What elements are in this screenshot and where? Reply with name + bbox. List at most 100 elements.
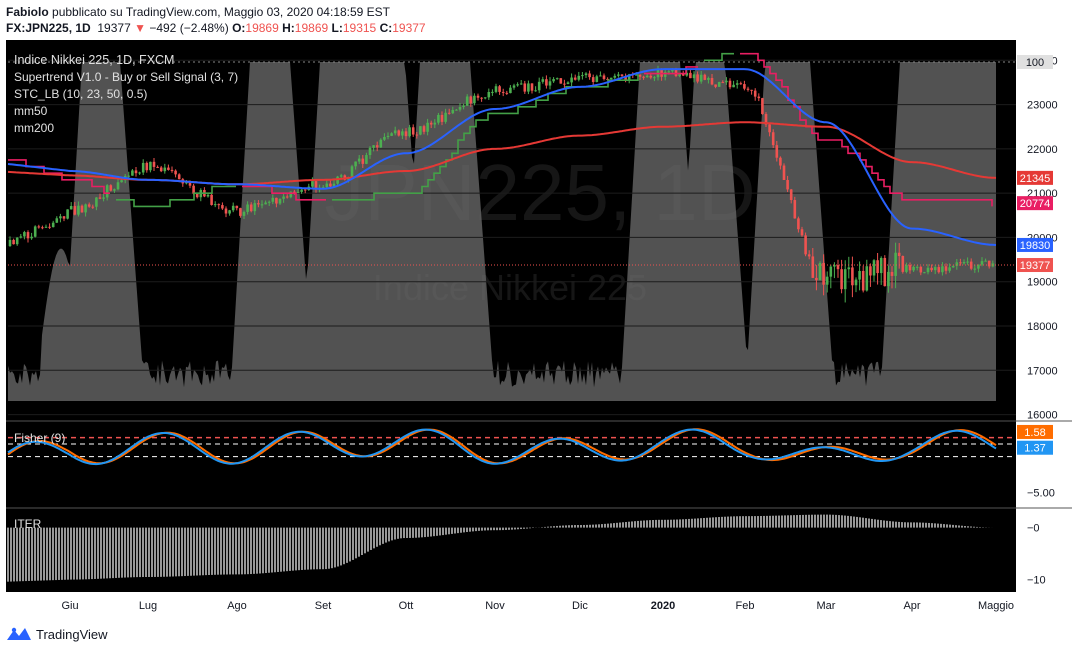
indicator-lines xyxy=(7,52,1016,266)
candle-body xyxy=(149,161,152,171)
candle-body xyxy=(379,139,383,148)
supertrend-line xyxy=(242,185,326,201)
candle-body xyxy=(581,75,584,77)
legend-supertrend[interactable]: Supertrend V1.0 - Buy or Sell Signal (3,… xyxy=(14,70,238,84)
candle-body xyxy=(321,187,325,189)
time-tick-label: Dic xyxy=(572,600,588,612)
candle-body xyxy=(447,112,451,114)
candle-body xyxy=(429,122,433,125)
candle-body xyxy=(87,204,91,207)
candle-body xyxy=(541,79,545,82)
candle-body xyxy=(66,209,69,219)
publish-info: Fabiolo pubblicato su TradingView.com, M… xyxy=(6,5,390,19)
candle-body xyxy=(113,189,116,191)
candle-body xyxy=(523,83,527,92)
candle-body xyxy=(786,180,789,190)
low-label: L: xyxy=(331,21,343,35)
main-legend: Indice Nikkei 225, 1D, FXCM Supertrend V… xyxy=(14,53,238,135)
candle-body xyxy=(548,81,552,86)
candle-body xyxy=(545,79,548,86)
candle-body xyxy=(962,262,966,264)
publish-text: pubblicato su TradingView.com, Maggio 03… xyxy=(52,5,391,19)
mm50-value-label-bg xyxy=(1017,237,1053,252)
candle-body xyxy=(375,145,379,148)
legend-mm50[interactable]: mm50 xyxy=(14,104,48,118)
legend-mm200[interactable]: mm200 xyxy=(14,121,54,135)
candle-body xyxy=(476,95,480,98)
candle-body xyxy=(674,69,678,76)
candle-body xyxy=(843,269,847,290)
axes[interactable]: 1600017000180001900020000210002200023000… xyxy=(61,55,1057,612)
candle-body xyxy=(235,205,239,209)
candle-body xyxy=(411,127,415,135)
candle-body xyxy=(933,267,937,271)
candle-body xyxy=(822,262,825,285)
candle-body xyxy=(505,92,509,94)
candle-body xyxy=(354,161,357,167)
candle-body xyxy=(563,83,566,85)
author-name[interactable]: Fabiolo xyxy=(6,5,49,19)
candle-body xyxy=(761,98,764,115)
candle-body xyxy=(851,267,854,286)
candle-body xyxy=(293,191,296,193)
candle-body xyxy=(559,78,563,84)
high-label: H: xyxy=(282,21,295,35)
candle-body xyxy=(339,175,343,177)
time-tick-label: 2020 xyxy=(651,600,675,612)
candle-body xyxy=(926,267,930,273)
candle-body xyxy=(959,262,962,264)
candle-body xyxy=(289,191,293,198)
candle-body xyxy=(915,266,919,268)
candle-body xyxy=(444,112,447,122)
candle-body xyxy=(714,84,717,87)
tradingview-icon xyxy=(7,627,31,640)
tradingview-logo[interactable]: TradingView xyxy=(6,626,108,642)
fisher-pane xyxy=(7,428,1016,466)
candle-body xyxy=(649,75,653,78)
candle-body xyxy=(361,158,365,164)
candle-body xyxy=(527,83,530,92)
candle-body xyxy=(451,110,455,114)
candle-body xyxy=(440,114,444,122)
candle-body xyxy=(584,73,588,76)
candle-body xyxy=(840,269,843,290)
candle-body xyxy=(368,147,372,156)
legend-stc[interactable]: STC_LB (10, 23, 50, 0.5) xyxy=(14,87,147,101)
candle-body xyxy=(210,194,213,205)
candlesticks xyxy=(8,65,995,303)
candle-body xyxy=(743,84,746,89)
supertrend-line xyxy=(704,52,734,62)
candle-body xyxy=(642,76,645,78)
candle-body xyxy=(300,189,303,192)
chart-canvas[interactable]: JPN225, 1D Indice Nikkei 225 Indice Nikk… xyxy=(0,40,1072,618)
candle-body xyxy=(462,105,465,108)
candle-body xyxy=(599,75,602,77)
candle-body xyxy=(120,180,123,183)
price-tick-label: 18000 xyxy=(1027,321,1058,333)
candle-body xyxy=(739,83,743,85)
candle-body xyxy=(221,205,224,209)
candle-body xyxy=(552,79,555,82)
candle-body xyxy=(487,92,491,98)
supertrend-line xyxy=(8,159,110,194)
candle-body xyxy=(872,260,876,276)
candle-body xyxy=(480,97,483,99)
time-tick-label: Ott xyxy=(399,600,414,612)
candle-body xyxy=(782,165,786,181)
candle-body xyxy=(41,227,44,229)
price-tick-label: 17000 xyxy=(1027,365,1058,377)
legend-title[interactable]: Indice Nikkei 225, 1D, FXCM xyxy=(14,53,174,67)
candle-body xyxy=(887,271,890,287)
candle-body xyxy=(433,122,437,125)
candle-body xyxy=(415,134,419,136)
candle-body xyxy=(170,169,174,171)
stc-value-label: 100 xyxy=(1026,57,1044,69)
fisher-legend[interactable]: Fisher (9) xyxy=(14,431,65,445)
candle-body xyxy=(224,208,228,214)
iter-legend[interactable]: ITER xyxy=(14,517,42,531)
candle-body xyxy=(764,114,768,125)
candle-body xyxy=(753,90,757,97)
time-tick-label: Ago xyxy=(227,600,247,612)
open-label: O: xyxy=(232,21,246,35)
high-value: 19869 xyxy=(294,21,329,35)
